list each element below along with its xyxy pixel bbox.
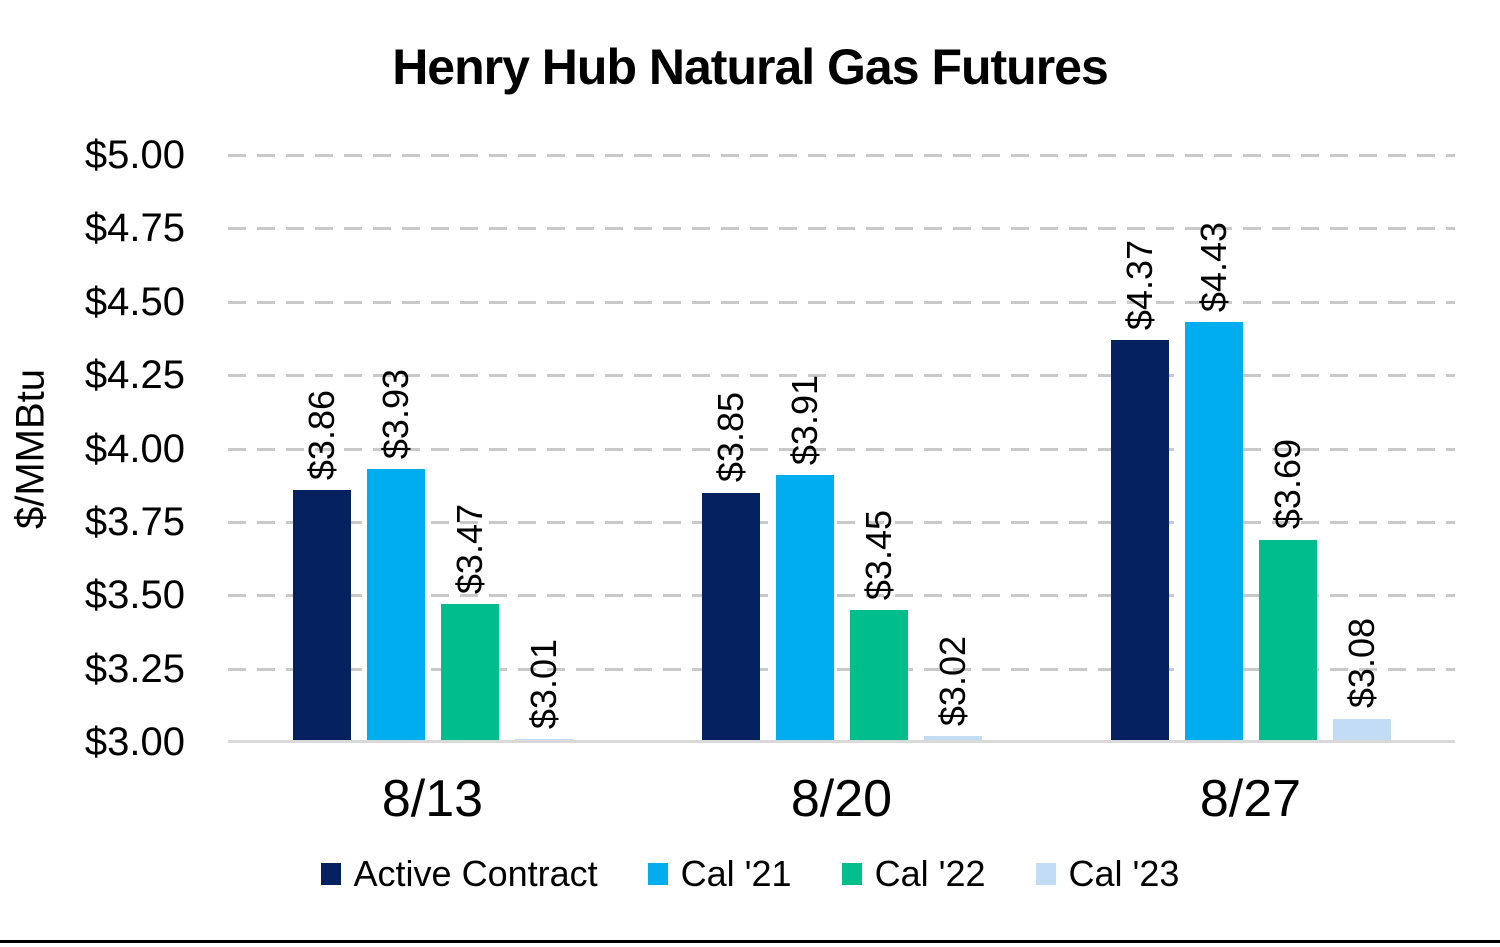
bar-groups: $3.86 $3.93 $3.47 $3.01 $3.85 $3.91 $3.45 $3.02…	[228, 155, 1455, 742]
bar-col: $3.93	[366, 155, 425, 742]
bar-value-label: $4.43	[1192, 222, 1234, 313]
x-axis-ticks: 8/13 8/20 8/27	[228, 768, 1455, 830]
bar-col: $3.02	[923, 155, 982, 742]
bar-col: $3.91	[775, 155, 834, 742]
gridline	[228, 154, 1455, 157]
legend-item-Cal '21: Cal '21	[647, 852, 792, 896]
legend-label: Cal '23	[1068, 853, 1180, 894]
bar-value-label: $3.47	[448, 503, 490, 595]
bar-Active Contract-8/13	[292, 489, 351, 742]
bar-Cal '22-8/13	[440, 604, 499, 742]
bar-col: $4.43	[1184, 155, 1243, 742]
bar-group-8/20: $3.85 $3.91 $3.45 $3.02	[701, 155, 982, 742]
legend-item-Active Contract: Active Contract	[320, 852, 598, 896]
bar-value-label: $3.08	[1340, 618, 1382, 709]
bar-Cal '22-8/27	[1258, 539, 1317, 742]
x-tick-label: 8/20	[790, 770, 893, 828]
group-slot: $4.37 $4.43 $3.69 $3.08	[1046, 155, 1455, 742]
y-tick-label: $5.00	[84, 133, 185, 177]
bar-col: $3.08	[1332, 155, 1391, 742]
legend-item-Cal '22: Cal '22	[841, 852, 986, 896]
bar-group-8/13: $3.86 $3.93 $3.47 $3.01	[292, 155, 573, 742]
group-slot: $3.86 $3.93 $3.47 $3.01	[228, 155, 637, 742]
y-tick-label: $3.50	[84, 573, 185, 618]
bar-col: $4.37	[1110, 155, 1169, 742]
bar-col: $3.85	[701, 155, 760, 742]
y-tick-label: $4.00	[84, 426, 185, 471]
legend-swatch	[1035, 863, 1056, 885]
y-tick-label: $3.00	[84, 720, 185, 764]
bar-value-label: $3.91	[783, 374, 825, 465]
legend-label: Active Contract	[353, 853, 598, 894]
bar-col: $3.86	[292, 155, 351, 742]
legend-label: Cal '22	[874, 853, 986, 894]
legend-swatch	[647, 863, 668, 885]
bar-Active Contract-8/27	[1110, 339, 1169, 742]
bar-col: $3.47	[440, 155, 499, 742]
x-tick-label: 8/27	[1199, 770, 1302, 828]
bar-col: $3.01	[514, 155, 573, 742]
bar-value-label: $3.45	[857, 509, 899, 600]
y-tick-label: $4.25	[84, 353, 185, 398]
bar-value-label: $3.01	[522, 638, 564, 730]
bar-group-8/27: $4.37 $4.43 $3.69 $3.08	[1110, 155, 1391, 742]
bar-col: $3.45	[849, 155, 908, 742]
legend-item-Cal '23: Cal '23	[1035, 852, 1180, 896]
bar-Cal '22-8/20	[849, 609, 908, 742]
gridline	[228, 300, 1455, 304]
bar-value-label: $4.37	[1118, 239, 1160, 330]
bar-Active Contract-8/20	[701, 492, 760, 742]
y-tick-label: $3.75	[84, 499, 185, 544]
bar-Cal '21-8/20	[775, 474, 834, 742]
bar-value-label: $3.02	[931, 636, 973, 727]
bar-value-label: $3.69	[1266, 439, 1308, 530]
x-tick-label: 8/13	[381, 770, 484, 828]
x-axis-line	[228, 740, 1455, 743]
bar-col: $3.69	[1258, 155, 1317, 742]
bottom-border	[0, 940, 1500, 943]
gridline	[228, 667, 1455, 671]
bar-value-label: $3.85	[709, 392, 751, 483]
bar-Cal '21-8/27	[1184, 322, 1243, 742]
legend-swatch	[841, 863, 862, 885]
bar-value-label: $3.86	[300, 389, 342, 480]
bar-Cal '23-8/27	[1332, 718, 1391, 742]
y-tick-label: $4.50	[84, 279, 185, 324]
bar-Cal '21-8/13	[366, 469, 425, 742]
gridline	[228, 374, 1455, 378]
gridline	[228, 447, 1455, 451]
gridline	[228, 227, 1455, 231]
chart-title: Henry Hub Natural Gas Futures	[392, 39, 1109, 95]
y-axis-ticks: $5.00 $4.75 $4.50 $4.25 $4.00 $3.75 $3.50 $3.25…	[0, 133, 185, 764]
y-tick-label: $3.25	[84, 646, 185, 691]
bar-Cal '23-8/20	[923, 736, 982, 742]
legend-label: Cal '21	[680, 853, 792, 894]
legend: Active Contract Cal '21 Cal '22 Cal '23	[0, 852, 1500, 896]
legend-swatch	[320, 863, 341, 885]
bar-value-label: $3.93	[374, 368, 416, 460]
gridline	[228, 594, 1455, 598]
y-tick-label: $4.75	[84, 206, 185, 251]
group-slot: $3.85 $3.91 $3.45 $3.02	[637, 155, 1046, 742]
plot-area: $3.86 $3.93 $3.47 $3.01 $3.85 $3.91 $3.45 $3.02…	[228, 154, 1455, 743]
gridline	[228, 520, 1455, 524]
